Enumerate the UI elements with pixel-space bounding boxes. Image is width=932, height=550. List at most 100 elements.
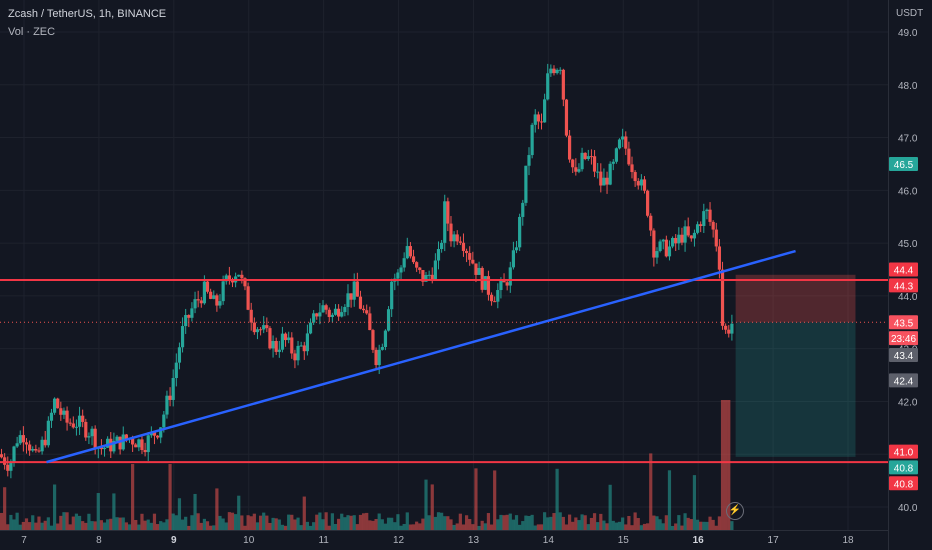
candle	[265, 317, 269, 333]
candle	[674, 234, 678, 251]
candle	[655, 247, 659, 264]
volume-indicator-label[interactable]: Vol · ZEC	[8, 26, 56, 38]
candle-body	[9, 462, 13, 471]
volume-bar	[365, 512, 369, 530]
volume-bar	[564, 524, 569, 530]
candle-body	[390, 281, 394, 310]
candle-body	[652, 230, 656, 258]
candle-body	[649, 215, 653, 231]
volume-bar	[246, 515, 250, 530]
volume-bar	[702, 521, 706, 530]
volume-bar	[374, 518, 378, 530]
candle	[361, 305, 366, 314]
candle-body	[371, 330, 375, 350]
candle-body	[561, 69, 565, 100]
volume-bar	[81, 521, 85, 530]
volume-bar	[411, 524, 416, 530]
volume-bar	[524, 515, 528, 530]
volume-bar	[552, 513, 556, 530]
candle	[680, 227, 684, 246]
volume-bar	[227, 512, 231, 530]
candle-body	[180, 326, 185, 348]
candle	[468, 246, 472, 266]
candle-body	[106, 438, 110, 448]
price-label-text: 44.3	[894, 281, 914, 292]
volume-bar	[21, 521, 25, 530]
candle	[134, 442, 138, 448]
symbol-title[interactable]: Zcash / TetherUS, 1h, BINANCE	[8, 8, 167, 20]
price-label: 42.4	[889, 373, 918, 388]
candle	[371, 328, 375, 353]
volume-bar	[159, 521, 163, 530]
volume-bar	[502, 515, 506, 530]
candle	[415, 261, 419, 272]
volume-bar	[577, 520, 581, 530]
candle	[511, 241, 516, 270]
candle-body	[209, 291, 213, 299]
candle	[390, 278, 394, 317]
candle-body	[455, 234, 459, 242]
candle	[268, 326, 272, 350]
volume-bar	[9, 514, 13, 530]
candle-body	[396, 272, 400, 279]
volume-bar	[649, 453, 653, 530]
candle	[24, 438, 29, 454]
volume-bar	[305, 521, 310, 530]
candle-body	[137, 439, 141, 448]
candle	[443, 194, 447, 252]
volume-bar	[533, 525, 537, 530]
candle-body	[564, 99, 569, 136]
candle-body	[71, 423, 75, 428]
candle-body	[518, 216, 522, 248]
volume-bar	[446, 516, 450, 530]
volume-bar	[642, 523, 647, 530]
candle-body	[571, 159, 575, 168]
candle-body	[212, 295, 216, 299]
candle-body	[121, 434, 125, 450]
price-label-box	[889, 278, 918, 293]
candle-body	[155, 435, 160, 438]
candle-body	[502, 279, 506, 283]
candle	[489, 292, 494, 306]
volume-bar	[209, 525, 213, 530]
candle-body	[680, 234, 684, 243]
volume-bar	[505, 514, 509, 530]
candle-body	[471, 259, 475, 264]
candle-body	[670, 237, 675, 247]
candle	[558, 67, 562, 75]
volume-bar	[62, 512, 66, 530]
candle-body	[240, 274, 244, 279]
volume-bar	[361, 513, 366, 530]
candle-body	[667, 246, 672, 257]
candle-body	[24, 442, 29, 445]
volume-bar	[3, 487, 7, 530]
candle-body	[508, 267, 512, 286]
candle	[433, 253, 437, 281]
candle	[455, 230, 459, 246]
lightning-icon[interactable]: ⚡	[726, 502, 744, 520]
candle	[720, 261, 725, 330]
candle	[599, 163, 603, 193]
volume-bar	[140, 513, 144, 530]
candle	[59, 401, 63, 421]
volume-bar	[480, 520, 484, 530]
candle-body	[699, 224, 703, 227]
candle	[209, 288, 213, 300]
candle	[165, 390, 169, 419]
candle-body	[115, 436, 119, 441]
volume-bar	[274, 518, 278, 530]
candle-body	[539, 121, 544, 123]
candle	[670, 236, 675, 249]
volume-bar	[327, 525, 331, 530]
candle-body	[452, 234, 456, 242]
candle	[340, 306, 344, 318]
volume-bar	[627, 515, 631, 530]
volume-bar	[358, 514, 363, 530]
volume-bar	[646, 523, 650, 530]
volume-bar	[118, 517, 122, 530]
candle	[561, 68, 565, 107]
candle	[249, 302, 253, 331]
candle	[533, 109, 537, 133]
y-tick-label: 48.0	[898, 81, 918, 92]
